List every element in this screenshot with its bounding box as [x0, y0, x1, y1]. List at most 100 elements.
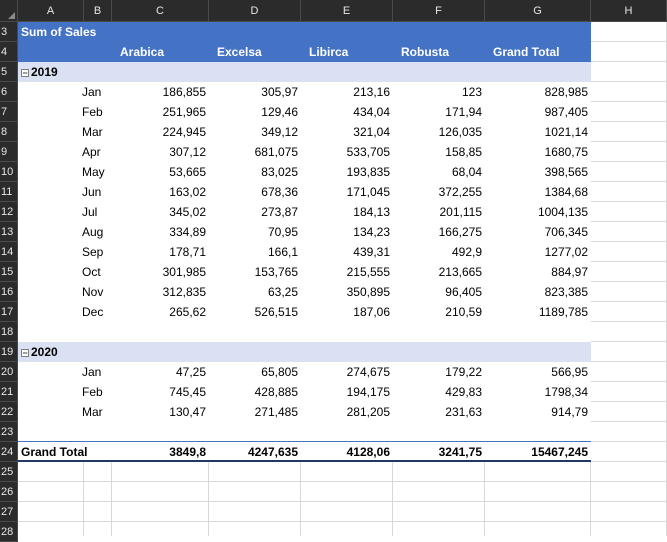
pivot-value-cell[interactable]: 166,275 [438, 225, 482, 239]
pivot-column-header[interactable]: Grand Total [493, 45, 560, 59]
pivot-value-cell[interactable]: 307,12 [169, 145, 206, 159]
row-header-11[interactable]: 11 [0, 182, 18, 202]
pivot-value-cell[interactable]: 566,95 [551, 365, 588, 379]
month-label[interactable]: Jul [82, 205, 98, 219]
pivot-value-cell[interactable]: 1680,75 [544, 145, 588, 159]
select-all-corner[interactable] [0, 0, 18, 22]
row-header-6[interactable]: 6 [0, 82, 18, 102]
grand-total-value[interactable]: 3849,8 [169, 445, 206, 459]
pivot-column-header[interactable]: Libirca [309, 45, 349, 59]
row-header-15[interactable]: 15 [0, 262, 18, 282]
pivot-value-cell[interactable]: 65,805 [261, 365, 298, 379]
pivot-value-cell[interactable]: 134,23 [353, 225, 390, 239]
row-header-28[interactable]: 28 [0, 522, 18, 542]
pivot-value-cell[interactable]: 745,45 [169, 385, 206, 399]
row-header-24[interactable]: 24 [0, 442, 18, 462]
pivot-value-cell[interactable]: 274,675 [346, 365, 390, 379]
pivot-value-cell[interactable]: 68,04 [451, 165, 482, 179]
year-group-label[interactable]: −2020 [21, 342, 101, 362]
row-header-27[interactable]: 27 [0, 502, 18, 522]
pivot-value-cell[interactable]: 184,13 [353, 205, 390, 219]
pivot-value-cell[interactable]: 350,895 [346, 285, 390, 299]
row-header-12[interactable]: 12 [0, 202, 18, 222]
pivot-column-header[interactable]: Arabica [120, 45, 165, 59]
collapse-minus-icon[interactable]: − [21, 67, 29, 78]
pivot-value-cell[interactable]: 828,985 [544, 85, 588, 99]
row-header-13[interactable]: 13 [0, 222, 18, 242]
pivot-value-cell[interactable]: 163,02 [169, 185, 206, 199]
row-header-26[interactable]: 26 [0, 482, 18, 502]
grand-total-value[interactable]: 3241,75 [438, 445, 482, 459]
pivot-value-cell[interactable]: 987,405 [544, 105, 588, 119]
pivot-value-cell[interactable]: 312,835 [162, 285, 206, 299]
row-header-21[interactable]: 21 [0, 382, 18, 402]
column-header-d[interactable]: D [209, 0, 301, 22]
pivot-value-cell[interactable]: 130,47 [169, 405, 206, 419]
row-header-14[interactable]: 14 [0, 242, 18, 262]
grand-total-label[interactable]: Grand Total [21, 445, 88, 459]
pivot-value-cell[interactable]: 1798,34 [544, 385, 588, 399]
column-header-e[interactable]: E [301, 0, 393, 22]
pivot-value-cell[interactable]: 96,405 [445, 285, 482, 299]
pivot-value-cell[interactable]: 70,95 [267, 225, 298, 239]
pivot-value-cell[interactable]: 213,665 [438, 265, 482, 279]
month-label[interactable]: Mar [82, 125, 103, 139]
grand-total-value[interactable]: 4247,635 [247, 445, 298, 459]
pivot-value-cell[interactable]: 158,85 [445, 145, 482, 159]
pivot-value-cell[interactable]: 526,515 [254, 305, 298, 319]
pivot-column-header[interactable]: Robusta [401, 45, 449, 59]
pivot-value-cell[interactable]: 187,06 [353, 305, 390, 319]
pivot-value-cell[interactable]: 678,36 [261, 185, 298, 199]
row-header-25[interactable]: 25 [0, 462, 18, 482]
row-header-8[interactable]: 8 [0, 122, 18, 142]
month-label[interactable]: Sep [82, 245, 104, 259]
pivot-value-cell[interactable]: 281,205 [346, 405, 390, 419]
row-header-19[interactable]: 19 [0, 342, 18, 362]
pivot-value-cell[interactable]: 434,04 [353, 105, 390, 119]
pivot-value-cell[interactable]: 492,9 [451, 245, 482, 259]
row-header-9[interactable]: 9 [0, 142, 18, 162]
pivot-value-cell[interactable]: 123 [461, 85, 482, 99]
pivot-value-cell[interactable]: 429,83 [445, 385, 482, 399]
pivot-value-cell[interactable]: 1277,02 [544, 245, 588, 259]
pivot-value-cell[interactable]: 398,565 [544, 165, 588, 179]
pivot-value-cell[interactable]: 345,02 [169, 205, 206, 219]
month-label[interactable]: Jan [82, 85, 102, 99]
column-header-h[interactable]: H [591, 0, 667, 22]
pivot-value-cell[interactable]: 210,59 [445, 305, 482, 319]
pivot-value-cell[interactable]: 53,665 [169, 165, 206, 179]
row-header-7[interactable]: 7 [0, 102, 18, 122]
pivot-value-cell[interactable]: 126,035 [438, 125, 482, 139]
pivot-value-cell[interactable]: 439,31 [353, 245, 390, 259]
pivot-value-cell[interactable]: 273,87 [261, 205, 298, 219]
pivot-value-cell[interactable]: 213,16 [353, 85, 390, 99]
pivot-value-cell[interactable]: 171,94 [445, 105, 482, 119]
row-header-10[interactable]: 10 [0, 162, 18, 182]
column-header-a[interactable]: A [18, 0, 84, 22]
month-label[interactable]: Nov [82, 285, 104, 299]
grand-total-value[interactable]: 15467,245 [531, 445, 588, 459]
month-label[interactable]: Dec [82, 305, 104, 319]
pivot-value-cell[interactable]: 301,985 [162, 265, 206, 279]
pivot-value-cell[interactable]: 231,63 [445, 405, 482, 419]
row-header-3[interactable]: 3 [0, 22, 18, 42]
pivot-value-cell[interactable]: 428,885 [254, 385, 298, 399]
pivot-value-cell[interactable]: 533,705 [346, 145, 390, 159]
pivot-value-cell[interactable]: 178,71 [169, 245, 206, 259]
month-label[interactable]: Jun [82, 185, 102, 199]
pivot-value-cell[interactable]: 83,025 [261, 165, 298, 179]
pivot-value-cell[interactable]: 265,62 [169, 305, 206, 319]
month-label[interactable]: Mar [82, 405, 103, 419]
pivot-value-cell[interactable]: 372,255 [438, 185, 482, 199]
pivot-value-cell[interactable]: 47,25 [175, 365, 206, 379]
month-label[interactable]: Oct [82, 265, 101, 279]
month-label[interactable]: Feb [82, 385, 103, 399]
pivot-value-cell[interactable]: 171,045 [346, 185, 390, 199]
pivot-value-cell[interactable]: 179,22 [445, 365, 482, 379]
month-label[interactable]: Aug [82, 225, 104, 239]
pivot-value-cell[interactable]: 305,97 [261, 85, 298, 99]
pivot-value-cell[interactable]: 1004,135 [537, 205, 588, 219]
row-header-22[interactable]: 22 [0, 402, 18, 422]
pivot-value-cell[interactable]: 914,79 [551, 405, 588, 419]
column-header-g[interactable]: G [485, 0, 591, 22]
